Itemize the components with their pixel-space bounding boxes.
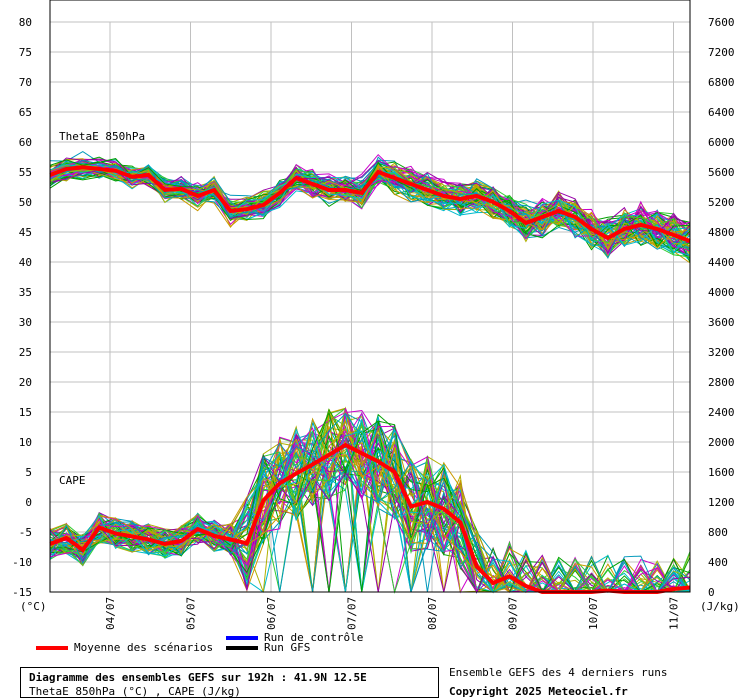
right-tick-label: 0 — [708, 586, 715, 599]
ensemble-lines — [49, 151, 691, 594]
legend-gfs-label: Run GFS — [264, 641, 311, 654]
ensemble-chart: 80757065605550454035302520151050-5-10-15… — [12, 0, 740, 630]
left-tick-label: 75 — [19, 46, 32, 59]
axes — [49, 0, 691, 593]
right-tick-label: 3600 — [708, 316, 735, 329]
right-tick-label: 400 — [708, 556, 728, 569]
right-tick-label: 2400 — [708, 406, 735, 419]
left-tick-label: 50 — [19, 196, 32, 209]
right-tick-label: 7600 — [708, 16, 735, 29]
left-tick-label: -10 — [12, 556, 32, 569]
plot-frame — [49, 0, 691, 593]
right-tick-label: 6000 — [708, 136, 735, 149]
left-tick-label: 55 — [19, 166, 32, 179]
thetae-series-label: ThetaE 850hPa — [59, 130, 145, 143]
left-tick-label: 80 — [19, 16, 32, 29]
x-tick-label: 05/07 — [185, 597, 198, 630]
right-tick-label: 2000 — [708, 436, 735, 449]
left-tick-label: 35 — [19, 286, 32, 299]
right-tick-label: 4400 — [708, 256, 735, 269]
right-tick-label: 4000 — [708, 286, 735, 299]
info-title: Diagramme des ensembles GEFS sur 192h : … — [29, 671, 367, 684]
left-tick-label: 25 — [19, 346, 32, 359]
ensemble-description: Ensemble GEFS des 4 derniers runs — [449, 666, 668, 679]
left-tick-label: 65 — [19, 106, 32, 119]
info-subtitle: ThetaE 850hPa (°C) , CAPE (J/kg) — [29, 685, 241, 698]
ensemble-line-cape — [49, 454, 691, 593]
legend-gfs: Run GFS — [226, 641, 310, 654]
right-tick-label: 6400 — [708, 106, 735, 119]
gfs-swatch — [226, 646, 258, 650]
ensemble-line-cape — [49, 425, 690, 593]
right-axis-ticks: 7600720068006400600056005200480044004000… — [708, 16, 735, 599]
legend-mean-label: Moyenne des scénarios — [74, 641, 214, 654]
right-tick-label: 800 — [708, 526, 728, 539]
legend-mean: Moyenne des scénarios — [36, 641, 213, 654]
x-tick-label: 08/07 — [426, 597, 439, 630]
mean-line-thetae — [49, 165, 691, 243]
right-tick-label: 1200 — [708, 496, 735, 509]
x-axis-labels: 04/07 05/07 06/07 07/07 08/07 09/07 10/07 11/07 — [104, 597, 681, 630]
right-tick-label: 2800 — [708, 376, 735, 389]
right-tick-label: 4800 — [708, 226, 735, 239]
left-tick-label: -15 — [12, 586, 32, 599]
left-tick-label: 15 — [19, 406, 32, 419]
left-tick-label: 30 — [19, 316, 32, 329]
right-tick-label: 1600 — [708, 466, 735, 479]
left-axis-unit: (°C) — [20, 600, 47, 613]
left-tick-label: 5 — [25, 466, 32, 479]
right-tick-label: 7200 — [708, 46, 735, 59]
left-tick-label: -5 — [19, 526, 32, 539]
cape-series-label: CAPE — [59, 474, 86, 487]
mean-swatch — [36, 646, 68, 650]
legend-control: Run de contrôle — [226, 631, 363, 644]
right-tick-label: 6800 — [708, 76, 735, 89]
x-tick-label: 07/07 — [346, 597, 359, 630]
ensemble-line-cape — [49, 417, 690, 593]
x-tick-label: 04/07 — [104, 597, 117, 630]
x-tick-label: 11/07 — [668, 597, 681, 630]
left-tick-label: 70 — [19, 76, 32, 89]
legend-control-label: Run de contrôle — [264, 631, 364, 644]
right-tick-label: 5600 — [708, 166, 735, 179]
control-swatch — [226, 636, 258, 640]
left-tick-label: 10 — [19, 436, 32, 449]
x-tick-label: 09/07 — [507, 597, 520, 630]
copyright: Copyright 2025 Meteociel.fr — [449, 685, 628, 698]
left-tick-label: 60 — [19, 136, 32, 149]
right-axis-unit: (J/kg) — [700, 600, 740, 613]
left-tick-label: 45 — [19, 226, 32, 239]
left-tick-label: 20 — [19, 376, 32, 389]
x-tick-label: 06/07 — [265, 597, 278, 630]
right-tick-label: 5200 — [708, 196, 735, 209]
left-tick-label: 0 — [25, 496, 32, 509]
info-box: Diagramme des ensembles GEFS sur 192h : … — [20, 667, 439, 698]
left-tick-label: 40 — [19, 256, 32, 269]
x-tick-label: 10/07 — [587, 597, 600, 630]
right-tick-label: 3200 — [708, 346, 735, 359]
